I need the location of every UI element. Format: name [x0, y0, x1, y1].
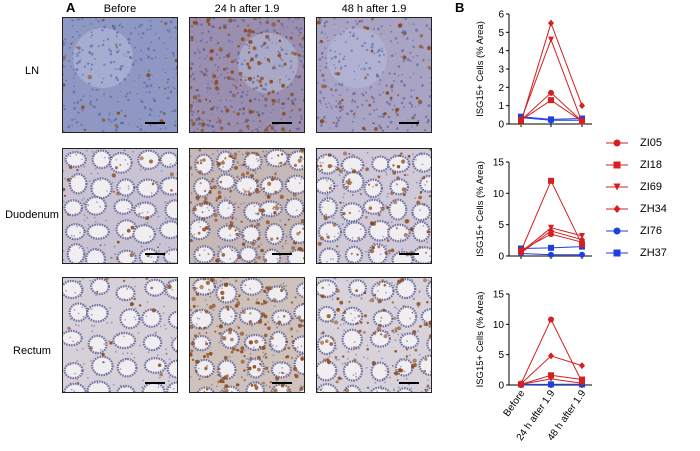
legend-item-zi18: ZI18 — [604, 154, 698, 176]
data-point-zi69-rectum — [548, 375, 554, 382]
micrograph-ln-col2 — [189, 17, 305, 133]
data-point-zh37-duodenum — [548, 244, 554, 251]
micrograph-ln-col3 — [316, 17, 432, 133]
y-tick-label-rectum: 15 — [493, 290, 505, 301]
y-tick-label-duodenum: 10 — [493, 189, 505, 200]
data-point-zh34-duodenum — [579, 236, 585, 244]
data-point-zi18-rectum — [548, 372, 554, 379]
row-label-ln: LN — [24, 65, 40, 77]
data-point-zi18-duodenum — [548, 177, 554, 184]
micrograph-duodenum-col1 — [62, 148, 178, 264]
y-tick-label-rectum: 10 — [493, 320, 505, 331]
y-tick-label-ln: 1 — [498, 101, 504, 112]
row-label-rectum: Rectum — [13, 345, 51, 357]
data-point-zi18-ln — [548, 97, 554, 104]
y-tick-label-duodenum: 5 — [498, 220, 504, 231]
panel-a-letter: A — [66, 0, 76, 15]
data-point-zh34-duodenum — [518, 249, 524, 257]
y-tick-label-duodenum: 0 — [498, 252, 504, 263]
data-point-zh34-ln — [518, 118, 524, 126]
y-tick-label-ln: 4 — [498, 46, 504, 57]
y-tick-label-duodenum: 15 — [493, 158, 505, 169]
y-tick-label-ln: 2 — [498, 83, 504, 94]
legend-label: ZI05 — [640, 137, 663, 149]
y-tick-label-ln: 3 — [498, 65, 504, 76]
legend-item-zh34: ZH34 — [604, 198, 698, 220]
data-point-zi05-ln — [548, 89, 554, 96]
legend-label: ZH34 — [640, 203, 667, 215]
data-point-zh34-rectum — [548, 352, 554, 360]
legend: ZI05 ZI18 ZI69 ZH34 ZI76 ZH37 — [604, 132, 698, 264]
data-point-zh34-rectum — [518, 380, 524, 388]
micrograph-rectum-col2 — [189, 277, 305, 393]
data-point-zi69-ln — [548, 36, 554, 43]
y-tick-label-ln: 5 — [498, 28, 504, 39]
data-point-zh34-ln — [548, 19, 554, 27]
data-point-zi69-rectum — [579, 380, 585, 387]
legend-swatch-zi18 — [606, 161, 628, 169]
legend-label: ZI69 — [640, 181, 663, 193]
data-point-zi05-rectum — [548, 316, 554, 323]
data-point-zi18-rectum — [579, 376, 585, 383]
micrograph-rectum-col3 — [316, 277, 432, 393]
series-line-zi18-duodenum — [520, 179, 583, 252]
micrograph-duodenum-col2 — [189, 148, 305, 264]
column-header-before: Before — [103, 3, 137, 15]
micrograph-rectum-col1 — [62, 277, 178, 393]
legend-swatch-zi69 — [606, 183, 628, 191]
y-tick-label-rectum: 0 — [498, 381, 504, 392]
data-point-zh37-rectum — [548, 381, 554, 388]
data-point-zi76-duodenum — [579, 251, 585, 258]
y-tick-label-ln: 6 — [498, 10, 504, 21]
legend-label: ZI76 — [640, 225, 663, 237]
y-axis-label-ln: ISG15+ Cells (% Area) — [475, 21, 486, 117]
panel-b-letter: B — [455, 0, 465, 15]
column-header-48h: 48 h after 1.9 — [341, 3, 407, 15]
legend-label: ZH37 — [640, 247, 667, 259]
legend-swatch-zh37 — [606, 249, 628, 257]
x-tick-label: Before — [502, 388, 528, 419]
data-point-zi76-duodenum — [548, 251, 554, 258]
y-axis-label-rectum: ISG15+ Cells (% Area) — [475, 292, 486, 388]
data-point-zi69-ln — [579, 119, 585, 126]
legend-item-zi69: ZI69 — [604, 176, 698, 198]
y-axis-label-duodenum: ISG15+ Cells (% Area) — [475, 161, 486, 257]
data-point-zi69-duodenum — [579, 232, 585, 239]
data-point-zh34-duodenum — [548, 227, 554, 235]
data-point-zh34-rectum — [579, 362, 585, 370]
y-tick-label-rectum: 5 — [498, 350, 504, 361]
data-point-zh34-ln — [579, 102, 585, 110]
isg15-line-charts: 0 1 2 3 4 5 6 ISG15+ Cells (% Area) 0 5 10 15 ISG15+… — [475, 10, 592, 443]
micrograph-duodenum-col3 — [316, 148, 432, 264]
legend-item-zi76: ZI76 — [604, 220, 698, 242]
legend-item-zh37: ZH37 — [604, 242, 698, 264]
legend-item-zi05: ZI05 — [604, 132, 698, 154]
data-point-zi18-duodenum — [579, 241, 585, 248]
y-tick-label-ln: 0 — [498, 120, 504, 131]
micrograph-ln-col1 — [62, 17, 178, 133]
data-point-zh37-ln — [548, 116, 554, 123]
legend-swatch-zh34 — [606, 205, 628, 213]
column-header-24h: 24 h after 1.9 — [214, 3, 280, 15]
legend-label: ZI18 — [640, 159, 663, 171]
legend-swatch-zi05 — [606, 139, 628, 147]
row-label-duodenum: Duodenum — [5, 209, 59, 221]
legend-swatch-zi76 — [606, 227, 628, 235]
data-point-zh37-ln — [518, 113, 524, 120]
